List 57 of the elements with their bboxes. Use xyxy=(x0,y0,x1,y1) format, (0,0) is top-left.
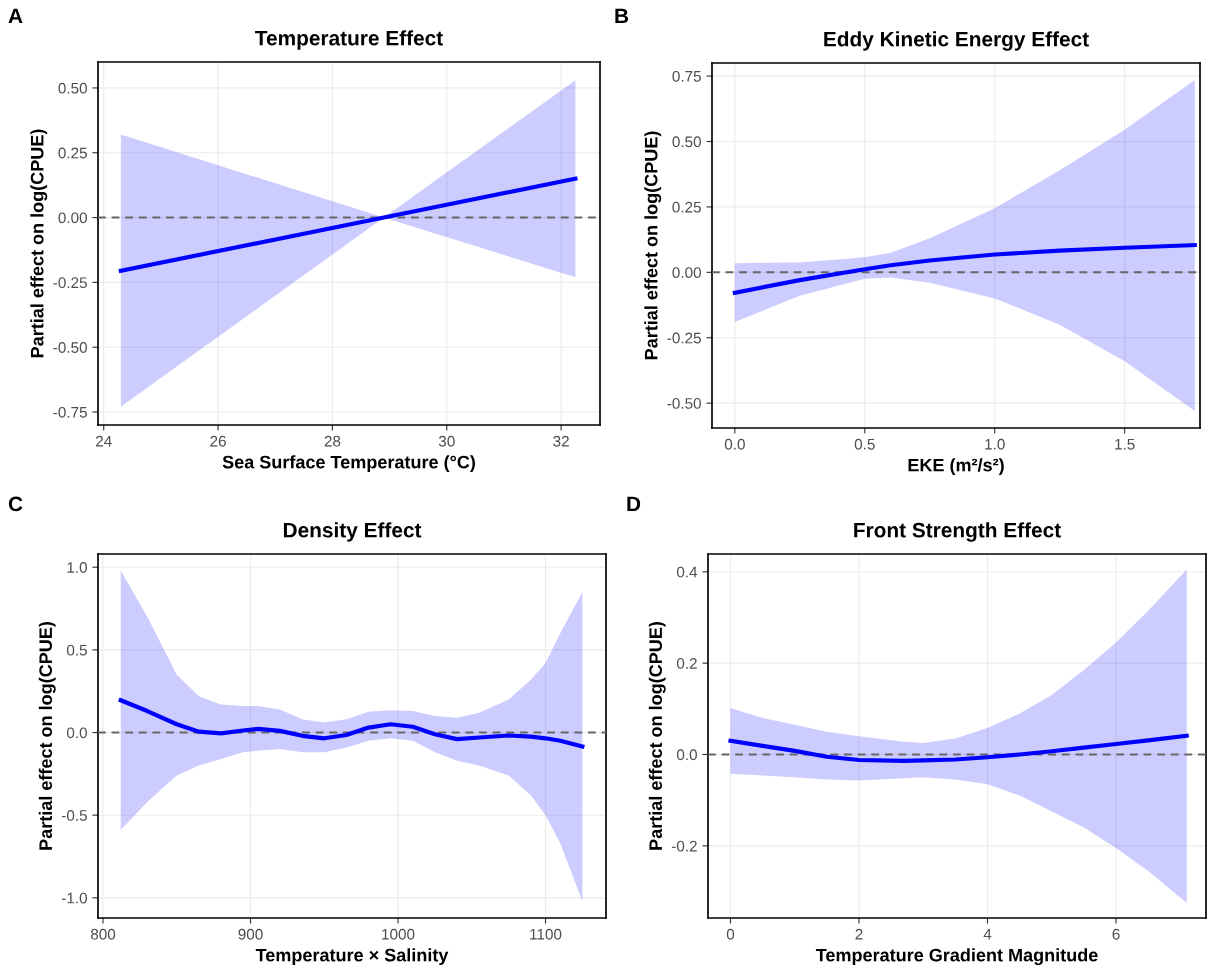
x-tick-label: 26 xyxy=(210,435,226,447)
y-tick-label: 0.25 xyxy=(58,147,87,159)
x-tick-label: 24 xyxy=(95,435,112,447)
y-tick-label: 0.75 xyxy=(672,70,701,82)
chart-title: Temperature Effect xyxy=(255,30,443,50)
y-axis-title: Partial effect on log(CPUE) xyxy=(644,131,662,360)
chart-title: Front Strength Effect xyxy=(854,522,1061,542)
x-tick-label: 800 xyxy=(90,928,116,940)
x-axis-title: Sea Surface Temperature (°C) xyxy=(222,455,475,473)
x-axis-title: Temperature × Salinity xyxy=(255,948,449,966)
y-tick-label: -1.0 xyxy=(61,892,87,904)
x-tick-label: 4 xyxy=(983,928,992,940)
x-tick-label: 1.0 xyxy=(985,438,1005,450)
y-tick-label: 0.50 xyxy=(58,82,87,94)
x-tick-label: 1.5 xyxy=(1115,438,1135,450)
line-series xyxy=(118,698,585,749)
y-tick-label: 0.00 xyxy=(58,212,87,224)
line-series xyxy=(732,243,1197,295)
text: B xyxy=(615,8,629,24)
text: C xyxy=(8,496,23,512)
y-tick-label: 0.50 xyxy=(672,136,701,148)
x-tick-label: 1100 xyxy=(530,928,562,940)
y-axis-title: Partial effect on log(CPUE) xyxy=(38,622,56,850)
text: D xyxy=(627,496,641,512)
y-tick-label: 0.0 xyxy=(676,749,697,761)
chart-title: Eddy Kinetic Energy Effect xyxy=(824,31,1089,51)
y-tick-label: -0.25 xyxy=(667,332,701,344)
text: A xyxy=(8,8,23,24)
y-tick-label: 0.25 xyxy=(672,201,701,213)
y-tick-label: -0.50 xyxy=(53,342,87,353)
x-tick-label: 0.0 xyxy=(724,438,745,450)
y-axis-title: Partial effect on log(CPUE) xyxy=(648,622,666,850)
x-tick-label: 2 xyxy=(855,928,863,940)
x-tick-label: 32 xyxy=(553,435,569,447)
y-tick-label: -0.5 xyxy=(61,810,87,821)
y-tick-label: 1.0 xyxy=(67,562,87,573)
y-tick-label: 0.00 xyxy=(672,267,701,279)
y-tick-label: 0.2 xyxy=(676,658,697,669)
x-tick-label: 0.5 xyxy=(854,438,875,450)
y-tick-label: -0.2 xyxy=(671,840,697,852)
line-series xyxy=(728,733,1189,763)
x-tick-label: 30 xyxy=(438,435,455,447)
y-tick-label: 0.5 xyxy=(66,644,87,656)
y-tick-label: 0.4 xyxy=(676,566,698,578)
y-tick-label: -0.25 xyxy=(53,277,87,289)
x-axis-title: Temperature Gradient Magnitude xyxy=(815,948,1098,966)
x-axis-title: EKE (m²/s²) xyxy=(908,458,1004,476)
y-tick-label: 0.0 xyxy=(66,727,87,739)
y-axis-title: Partial effect on log(CPUE) xyxy=(30,129,48,358)
x-tick-label: 0 xyxy=(726,928,735,940)
x-tick-label: 6 xyxy=(1112,928,1120,940)
x-tick-label: 1000 xyxy=(382,928,415,940)
x-tick-label: 28 xyxy=(324,435,341,447)
x-tick-label: 900 xyxy=(238,928,263,940)
chart-title: Density Effect xyxy=(283,522,422,542)
y-tick-label: -0.75 xyxy=(53,406,87,418)
y-tick-label: -0.50 xyxy=(667,398,701,409)
